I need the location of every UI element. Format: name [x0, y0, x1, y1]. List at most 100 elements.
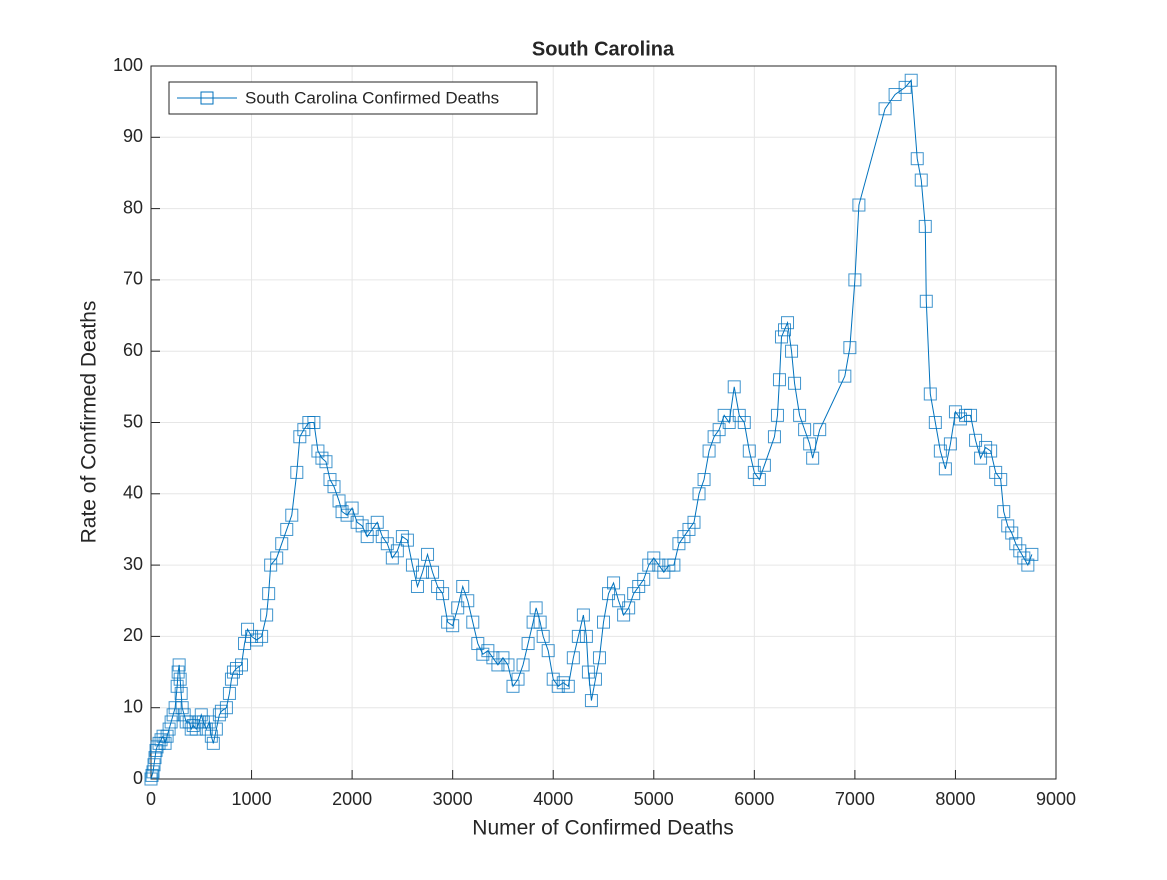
marker: [806, 451, 820, 465]
marker: [1025, 547, 1039, 561]
marker: [707, 430, 721, 444]
marker: [682, 522, 696, 536]
marker: [566, 651, 580, 665]
marker: [597, 615, 610, 629]
marker: [632, 579, 646, 593]
marker: [546, 672, 560, 686]
marker: [928, 416, 942, 429]
marker: [446, 619, 460, 633]
y-tick-label: 50: [123, 411, 143, 431]
marker: [166, 708, 180, 722]
marker: [170, 679, 184, 693]
marker: [602, 587, 616, 601]
marker: [607, 576, 621, 590]
x-tick-label: 9000: [1036, 789, 1076, 809]
marker: [506, 679, 520, 693]
marker: [778, 323, 791, 337]
marker: [270, 551, 284, 565]
marker: [491, 658, 505, 672]
marker: [175, 701, 189, 715]
marker: [536, 629, 550, 643]
y-tick-label: 0: [133, 768, 143, 788]
marker: [323, 473, 337, 487]
y-tick-label: 100: [113, 55, 143, 75]
y-axis-label: Rate of Confirmed Deaths: [78, 301, 101, 544]
marker: [974, 451, 988, 465]
x-tick-label: 2000: [332, 789, 372, 809]
marker: [149, 743, 163, 757]
marker: [365, 522, 379, 536]
marker: [171, 665, 185, 679]
marker: [262, 587, 276, 601]
marker: [727, 380, 741, 394]
marker: [400, 533, 414, 547]
marker: [551, 679, 565, 693]
marker: [627, 587, 641, 601]
x-tick-label: 3000: [433, 789, 473, 809]
marker: [571, 629, 585, 643]
marker: [888, 88, 902, 102]
line: [150, 79, 1033, 780]
marker: [260, 608, 274, 622]
marker: [481, 644, 495, 658]
marker: [255, 629, 269, 643]
marker: [813, 423, 827, 437]
marker: [948, 405, 962, 419]
marker: [702, 444, 716, 458]
y-tick-label: 80: [123, 197, 143, 217]
marker: [637, 572, 651, 586]
x-tick-label: 4000: [533, 789, 573, 809]
marker: [360, 530, 374, 544]
x-tick-label: 1000: [232, 789, 272, 809]
marker: [798, 423, 812, 437]
marker: [687, 515, 701, 529]
marker: [456, 579, 470, 593]
marker: [752, 473, 766, 487]
marker: [209, 722, 223, 736]
marker: [712, 423, 726, 437]
marker: [521, 637, 535, 651]
marker: [224, 672, 238, 686]
marker: [501, 658, 515, 672]
marker: [380, 537, 394, 551]
marker: [226, 665, 240, 679]
marker: [319, 455, 333, 469]
marker: [526, 615, 540, 629]
marker: [511, 672, 525, 686]
marker: [370, 515, 384, 529]
marker: [767, 430, 781, 444]
marker: [168, 701, 182, 715]
marker: [722, 416, 736, 429]
marker: [332, 494, 346, 508]
marker: [781, 316, 795, 330]
marker: [994, 473, 1008, 487]
marker: [989, 465, 1003, 479]
marker: [838, 369, 852, 383]
marker: [918, 219, 932, 233]
marker: [1009, 537, 1023, 551]
x-tick-label: 0: [146, 789, 156, 809]
marker: [385, 551, 399, 565]
marker: [275, 537, 289, 551]
marker: [297, 423, 311, 437]
marker: [395, 530, 409, 544]
marker: [642, 558, 656, 572]
y-tick-label: 40: [123, 483, 143, 503]
marker: [541, 644, 555, 658]
marker: [293, 430, 307, 444]
marker: [785, 344, 799, 358]
marker: [843, 341, 857, 355]
marker: [451, 601, 465, 615]
marker: [471, 637, 485, 651]
legend-label: South Carolina Confirmed Deaths: [245, 88, 499, 107]
marker: [436, 587, 450, 601]
marker: [245, 629, 259, 643]
marker: [933, 444, 947, 458]
marker: [938, 462, 952, 476]
marker: [204, 729, 218, 743]
marker: [212, 708, 226, 722]
marker: [770, 408, 784, 422]
marker: [772, 373, 786, 387]
marker: [588, 672, 602, 686]
marker: [852, 198, 866, 212]
